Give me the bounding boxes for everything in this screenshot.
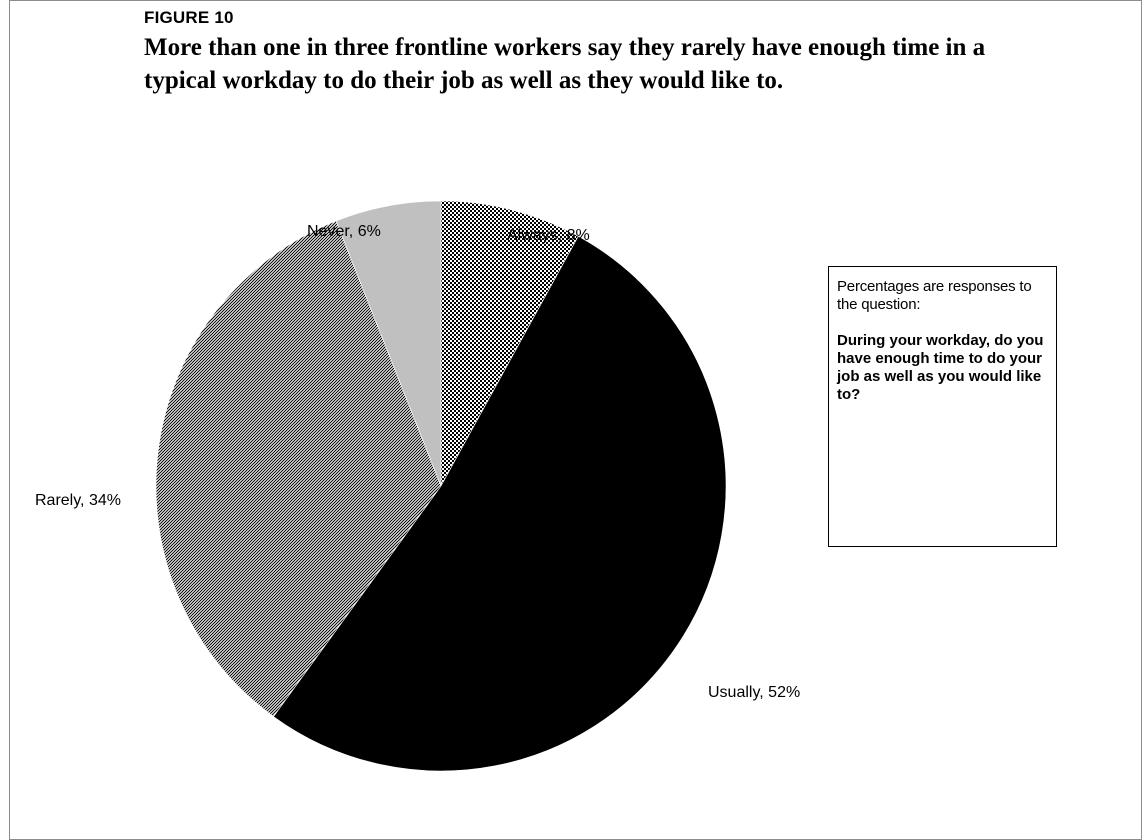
slice-label-always: Always, 8% — [507, 227, 590, 244]
note-question: During your workday, do you have enough … — [837, 332, 1046, 404]
note-intro: Percentages are responses to the questio… — [837, 278, 1046, 314]
pie-slices — [156, 201, 726, 771]
question-note-box: Percentages are responses to the questio… — [828, 266, 1057, 547]
slice-label-never: Never, 6% — [307, 223, 381, 240]
slice-label-rarely: Rarely, 34% — [35, 492, 121, 509]
slice-label-usually: Usually, 52% — [708, 684, 800, 701]
